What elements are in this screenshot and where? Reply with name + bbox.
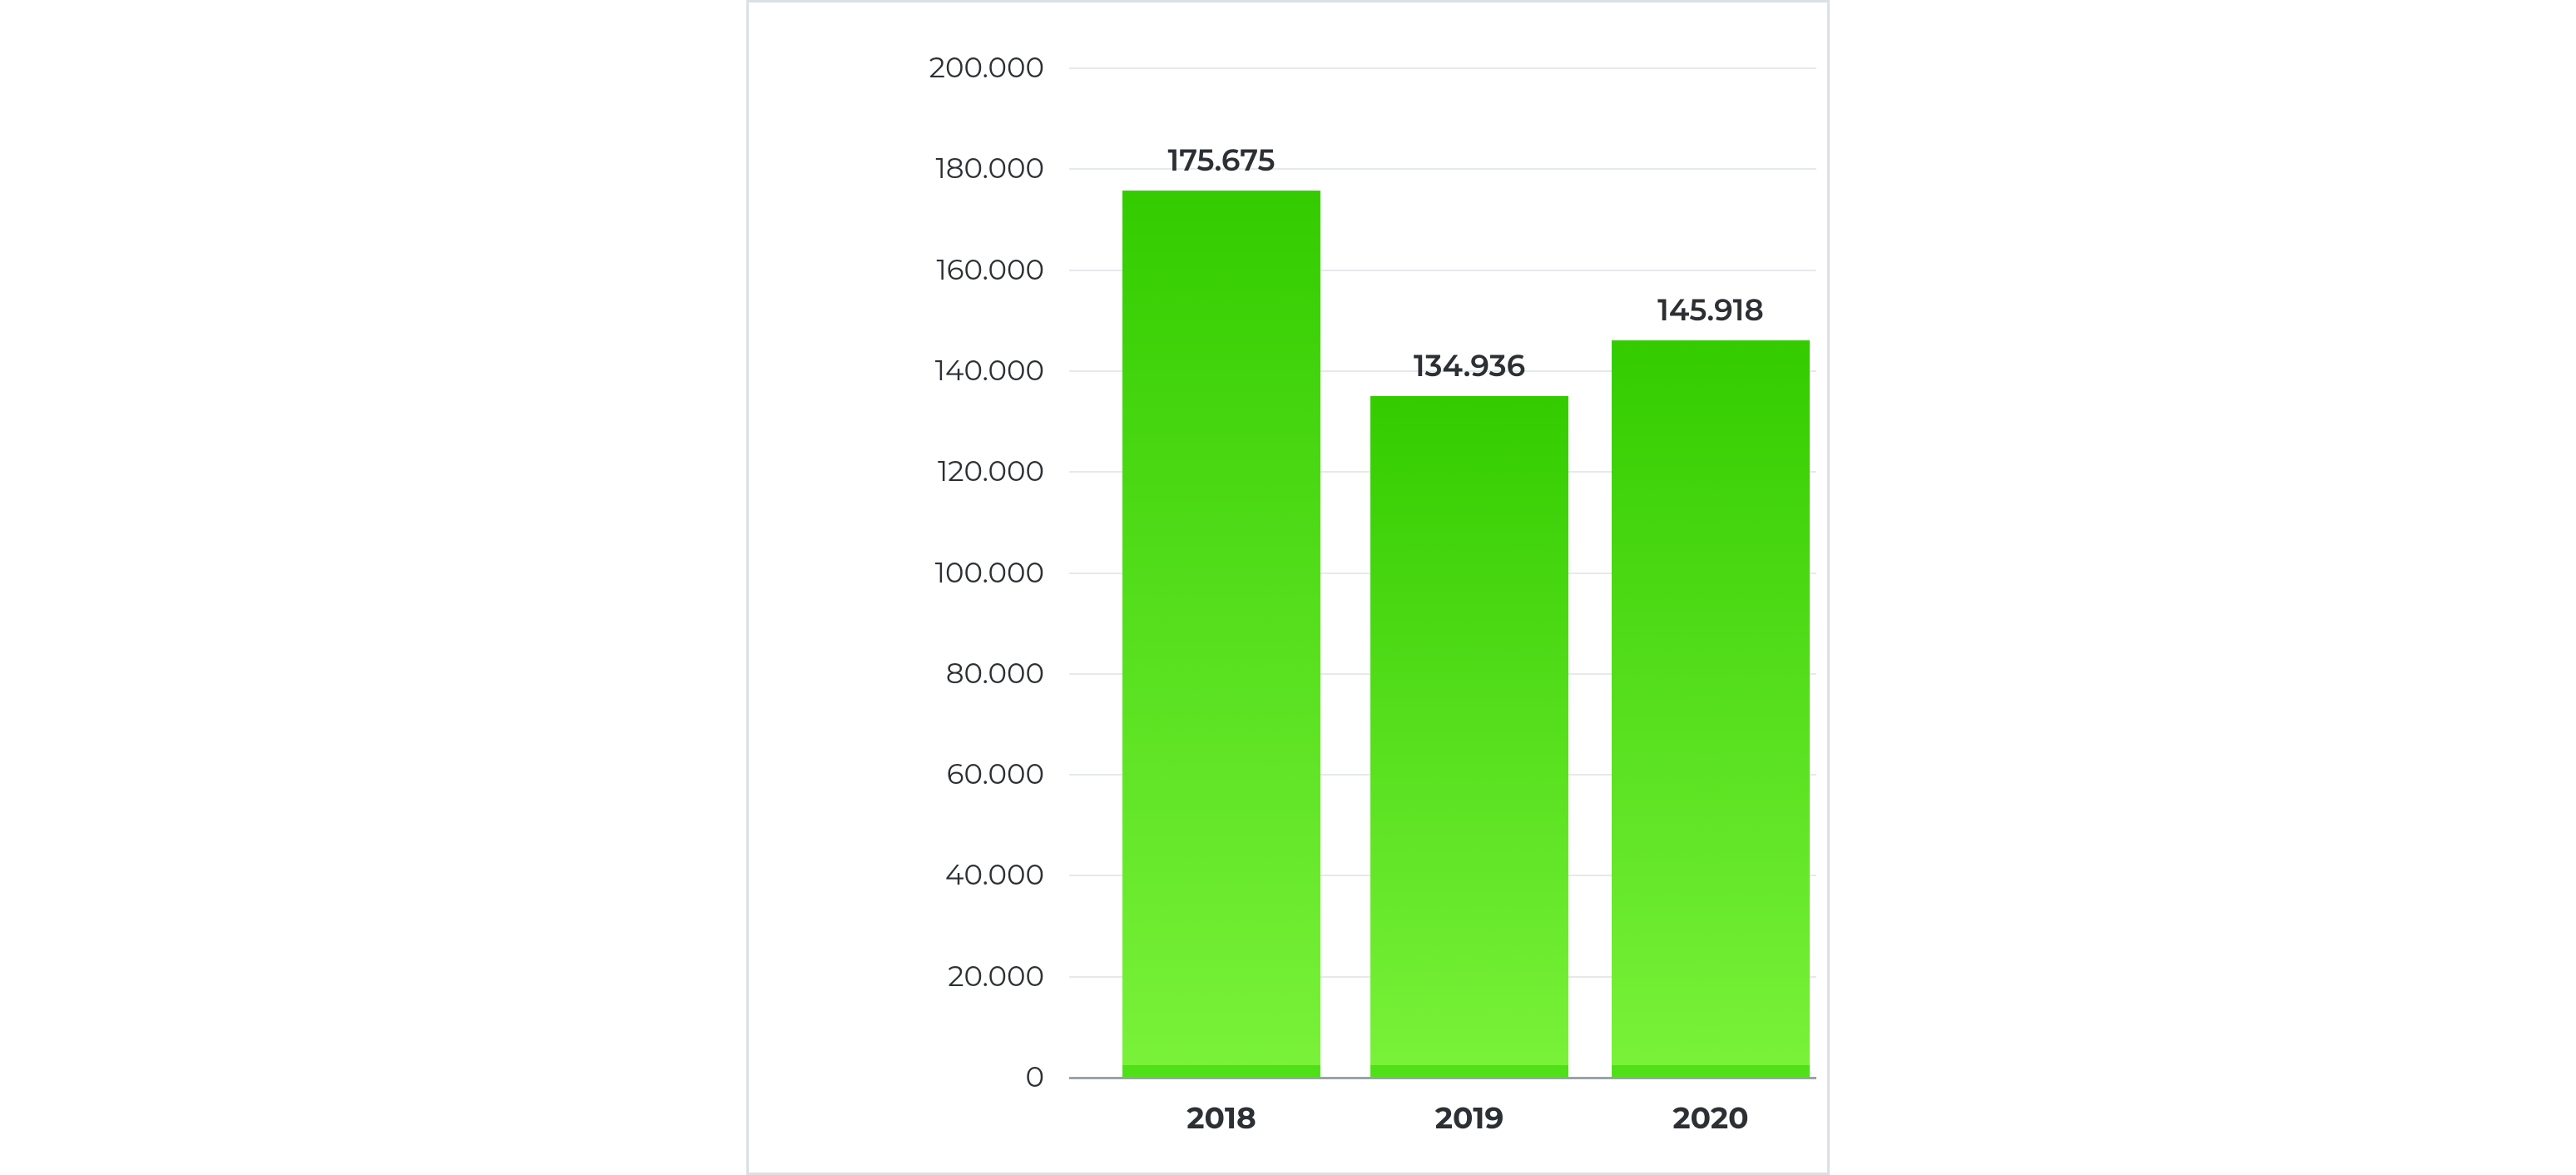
chart-gridline bbox=[1069, 1077, 1816, 1079]
chart-bar-value-label: 145.918 bbox=[1657, 292, 1764, 329]
chart-bar bbox=[1370, 396, 1568, 1077]
y-axis-tick-label: 140.000 bbox=[869, 353, 1044, 388]
y-axis-tick-label: 100.000 bbox=[869, 555, 1044, 590]
y-axis-tick-label: 200.000 bbox=[869, 50, 1044, 85]
x-axis-tick-label: 2019 bbox=[1435, 1100, 1504, 1137]
y-axis-tick-label: 160.000 bbox=[869, 252, 1044, 287]
chart-panel: 0 20.000 40.000 60.000 80.000 100.000 120.000 1… bbox=[746, 0, 1830, 1175]
y-axis-tick-label: 20.000 bbox=[869, 959, 1044, 994]
chart-plot-area: 020.00040.00060.00080.000100.000120.0001… bbox=[1069, 67, 1816, 1077]
y-axis-tick-label: 0 bbox=[869, 1059, 1044, 1094]
y-axis-tick-label: 180.000 bbox=[869, 151, 1044, 186]
x-axis-tick-label: 2020 bbox=[1672, 1100, 1748, 1137]
chart-bar-value-label: 175.675 bbox=[1168, 142, 1276, 179]
y-axis-tick-label: 120.000 bbox=[869, 454, 1044, 488]
chart-gridline bbox=[1069, 67, 1816, 69]
page-canvas: 0 20.000 40.000 60.000 80.000 100.000 120.000 1… bbox=[0, 0, 2576, 1175]
chart-bar-base-band bbox=[1612, 1065, 1810, 1077]
chart-bar-value-label: 134.936 bbox=[1414, 348, 1525, 384]
chart-bar-base-band bbox=[1122, 1065, 1320, 1077]
chart-bar bbox=[1612, 340, 1810, 1077]
y-axis-tick-label: 40.000 bbox=[869, 857, 1044, 892]
y-axis-tick-label: 80.000 bbox=[869, 656, 1044, 691]
y-axis-tick-label: 60.000 bbox=[869, 756, 1044, 791]
chart-bar-base-band bbox=[1370, 1065, 1568, 1077]
x-axis-tick-label: 2018 bbox=[1186, 1100, 1256, 1137]
chart-bar bbox=[1122, 191, 1320, 1077]
